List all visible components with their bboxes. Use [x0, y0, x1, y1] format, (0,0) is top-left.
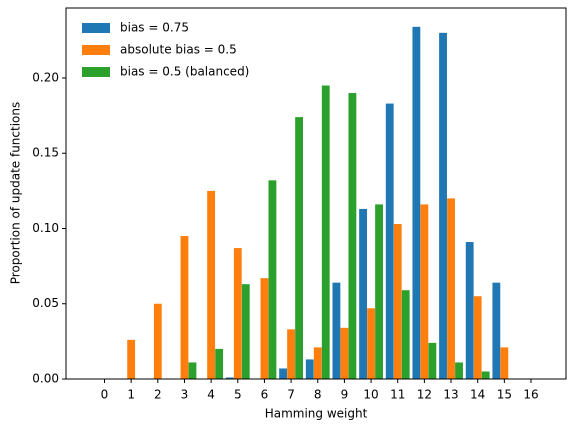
bar: [188, 362, 197, 379]
bar: [455, 362, 463, 379]
bar: [233, 248, 242, 379]
x-tick-label: 6: [261, 388, 269, 402]
y-tick-label: 0.20: [32, 70, 59, 84]
x-tick-label: 10: [363, 388, 378, 402]
x-tick-label: 14: [470, 388, 485, 402]
bar: [439, 32, 447, 379]
legend-swatch: [82, 67, 110, 77]
legend-swatch: [82, 45, 110, 55]
bar: [393, 223, 402, 379]
x-tick-label: 9: [341, 388, 349, 402]
x-tick-label: 8: [314, 388, 322, 402]
y-tick-label: 0.05: [32, 296, 59, 310]
x-tick-label: 4: [207, 388, 215, 402]
x-tick-label: 0: [101, 388, 109, 402]
bar: [481, 371, 490, 379]
bar: [241, 284, 250, 379]
bar: [401, 290, 410, 379]
y-tick-label: 0.15: [32, 146, 59, 160]
bar: [332, 282, 341, 379]
bar: [321, 85, 330, 379]
bar: [153, 303, 162, 379]
bar: [412, 26, 421, 380]
bar: [500, 347, 509, 379]
x-tick-label: 11: [390, 388, 405, 402]
bar: [127, 339, 136, 379]
x-tick-label: 15: [497, 388, 512, 402]
x-tick-label: 13: [443, 388, 458, 402]
bar: [367, 308, 375, 379]
bar: [447, 198, 455, 379]
bar: [492, 282, 501, 379]
bar: [305, 359, 314, 379]
bar: [180, 236, 189, 379]
x-tick-label: 12: [417, 388, 432, 402]
bar: [359, 208, 367, 379]
bar: [313, 347, 322, 379]
x-axis-label: Hamming weight: [265, 407, 368, 421]
legend-label: absolute bias = 0.5: [120, 43, 237, 57]
bar: [225, 377, 234, 379]
x-tick-label: 5: [234, 388, 242, 402]
bar: [279, 368, 288, 379]
x-tick-label: 7: [287, 388, 295, 402]
x-tick-label: 3: [181, 388, 189, 402]
bar: [260, 278, 269, 379]
x-tick-label: 1: [127, 388, 135, 402]
legend-label: bias = 0.5 (balanced): [120, 65, 249, 79]
bar: [207, 190, 216, 379]
x-tick-label: 2: [154, 388, 162, 402]
bar: [348, 93, 357, 380]
bar: [295, 117, 304, 379]
y-tick-label: 0.10: [32, 221, 59, 235]
y-tick-label: 0.00: [32, 372, 59, 386]
bar: [385, 103, 394, 379]
x-tick-label: 16: [523, 388, 538, 402]
bar: [215, 348, 224, 379]
bar: [420, 204, 429, 379]
y-axis-label: Proportion of update functions: [9, 102, 23, 284]
bar: [268, 180, 277, 379]
plot-frame: [65, 7, 567, 380]
legend-label: bias = 0.75: [120, 21, 189, 35]
legend-swatch: [82, 23, 110, 33]
bar: [473, 296, 482, 379]
bar: [375, 204, 383, 379]
bar: [287, 329, 296, 379]
bar: [428, 342, 437, 379]
bar: [465, 242, 474, 379]
bar: [340, 327, 349, 379]
